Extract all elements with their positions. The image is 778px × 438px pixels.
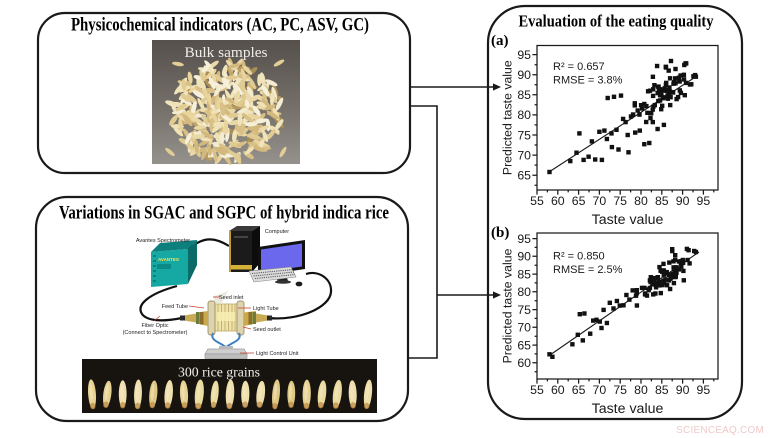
svg-text:RMSE = 3.8%: RMSE = 3.8% [553,75,623,87]
svg-text:75: 75 [613,383,627,397]
svg-text:85: 85 [517,267,531,281]
svg-text:70: 70 [517,148,531,162]
svg-text:70: 70 [517,321,531,335]
svg-text:60: 60 [551,383,565,397]
svg-text:Predicted taste value: Predicted taste value [501,248,515,363]
svg-text:Taste value: Taste value [592,401,664,417]
svg-text:70: 70 [593,194,607,208]
svg-text:R² = 0.850: R² = 0.850 [553,251,605,263]
svg-text:RMSE = 2.5%: RMSE = 2.5% [553,264,623,276]
svg-text:65: 65 [572,194,586,208]
svg-text:AVANTES: AVANTES [158,257,179,262]
svg-text:95: 95 [517,48,531,62]
svg-text:Fiber Optic: Fiber Optic [142,323,169,329]
svg-text:80: 80 [634,194,648,208]
svg-text:SCIENCEAQ.COM: SCIENCEAQ.COM [676,425,764,436]
svg-text:Light Control Unit: Light Control Unit [256,351,299,357]
svg-text:90: 90 [517,250,531,264]
svg-text:60: 60 [517,356,531,370]
svg-text:55: 55 [530,194,544,208]
svg-text:95: 95 [697,194,711,208]
svg-text:Computer: Computer [265,229,289,235]
svg-text:80: 80 [517,108,531,122]
svg-text:65: 65 [517,338,531,352]
svg-text:75: 75 [517,128,531,142]
svg-text:(b): (b) [491,225,509,241]
svg-text:85: 85 [655,194,669,208]
svg-text:Predicted taste value: Predicted taste value [501,60,515,175]
svg-text:75: 75 [517,303,531,317]
svg-text:90: 90 [676,383,690,397]
svg-text:90: 90 [676,194,690,208]
svg-text:(a): (a) [491,33,509,49]
svg-text:Feed Tube: Feed Tube [162,304,188,310]
svg-text:Light Tube: Light Tube [253,306,279,312]
svg-text:Variations in SGAC and SGPC of: Variations in SGAC and SGPC of hybrid in… [59,203,389,224]
svg-text:55: 55 [530,383,544,397]
svg-text:80: 80 [634,383,648,397]
svg-text:60: 60 [551,194,565,208]
svg-text:85: 85 [517,88,531,102]
svg-text:Bulk samples: Bulk samples [185,45,268,61]
svg-text:70: 70 [593,383,607,397]
svg-text:Taste value: Taste value [592,212,664,228]
svg-text:R² = 0.657: R² = 0.657 [553,61,605,73]
svg-text:Evaluation of the eating quali: Evaluation of the eating quality [519,12,714,31]
svg-text:Physicochemical indicators (AC: Physicochemical indicators (AC, PC, ASV,… [71,15,369,36]
svg-text:95: 95 [697,383,711,397]
svg-text:(Connect to Spectrometer): (Connect to Spectrometer) [123,330,188,336]
svg-text:65: 65 [572,383,586,397]
svg-text:Seed inlet: Seed inlet [219,295,244,301]
svg-text:80: 80 [517,285,531,299]
svg-text:90: 90 [517,68,531,82]
svg-text:85: 85 [655,383,669,397]
svg-text:75: 75 [613,194,627,208]
svg-text:Seed outlet: Seed outlet [253,327,281,333]
svg-text:Avantes Spectrometer: Avantes Spectrometer [136,238,190,244]
svg-text:95: 95 [517,232,531,246]
svg-text:65: 65 [517,169,531,183]
svg-text:300 rice grains: 300 rice grains [178,366,260,381]
